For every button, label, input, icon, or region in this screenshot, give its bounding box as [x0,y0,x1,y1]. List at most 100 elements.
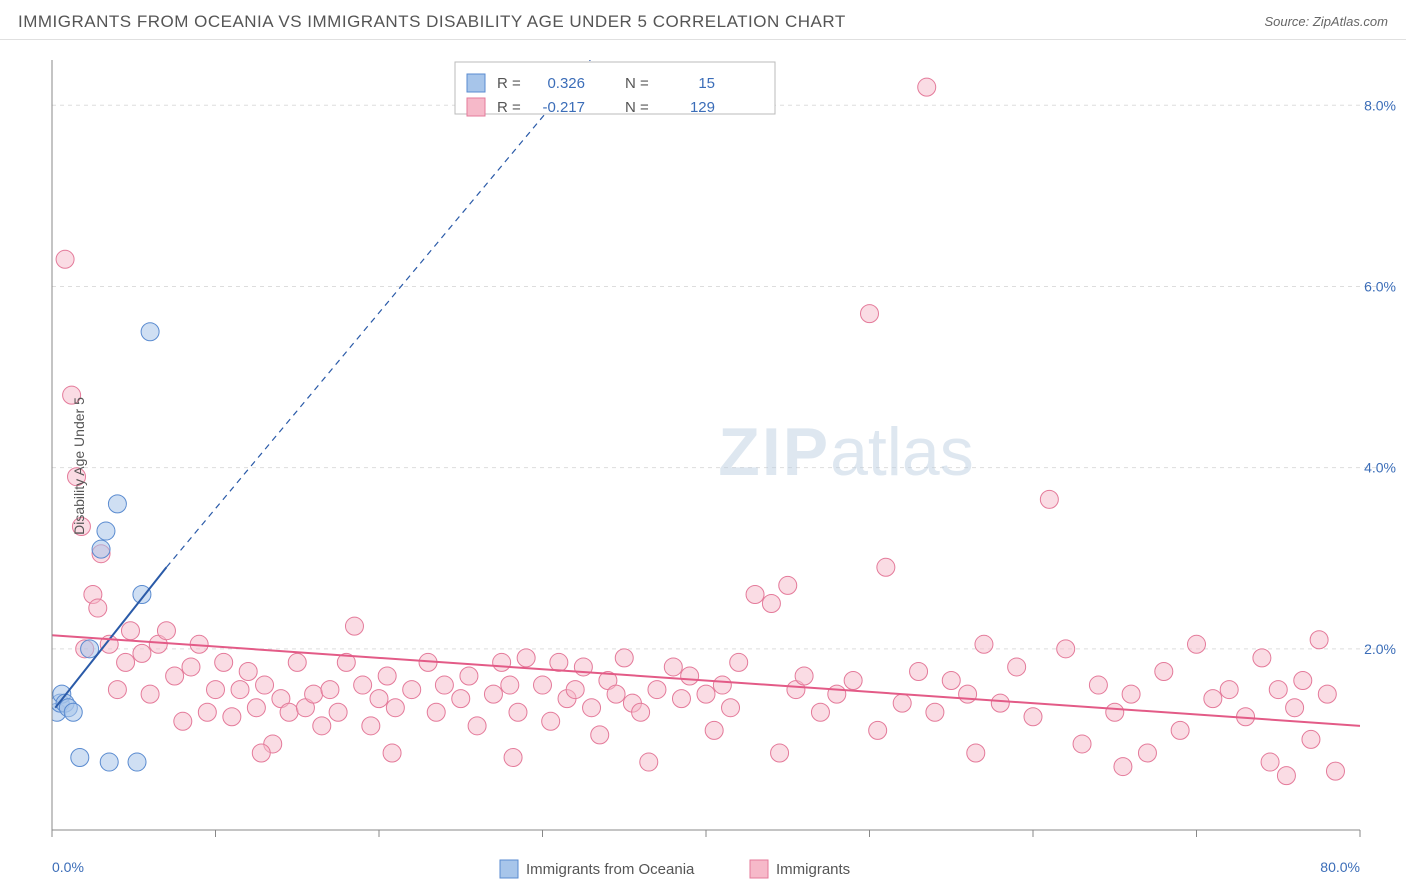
legend-label: Immigrants [776,861,850,878]
chart-header: IMMIGRANTS FROM OCEANIA VS IMMIGRANTS DI… [0,0,1406,40]
stats-n-label: N = [625,99,649,116]
source-prefix: Source: [1264,14,1312,29]
data-point [730,653,748,671]
data-point [128,753,146,771]
data-point [517,649,535,667]
data-point [256,676,274,694]
stats-r-value: -0.217 [542,99,585,116]
data-point [166,667,184,685]
data-point [198,703,216,721]
data-point [386,699,404,717]
data-point [1326,762,1344,780]
data-point [632,703,650,721]
y-tick-label: 8.0% [1364,97,1396,113]
data-point [648,681,666,699]
data-point [288,653,306,671]
data-point [1188,635,1206,653]
data-point [713,676,731,694]
data-point [1220,681,1238,699]
data-point [861,305,879,323]
data-point [501,676,519,694]
x-tick-label: 0.0% [52,859,84,875]
data-point [182,658,200,676]
data-point [1277,767,1295,785]
data-point [705,721,723,739]
data-point [354,676,372,694]
data-point [157,622,175,640]
y-tick-label: 6.0% [1364,278,1396,294]
data-point [313,717,331,735]
data-point [942,672,960,690]
data-point [672,690,690,708]
series-immigrants [56,78,1344,784]
data-point [247,699,265,717]
data-point [1261,753,1279,771]
stats-n-label: N = [625,75,649,92]
data-point [100,753,118,771]
data-point [722,699,740,717]
data-point [89,599,107,617]
data-point [1122,685,1140,703]
data-point [828,685,846,703]
data-point [223,708,241,726]
data-point [108,495,126,513]
data-point [121,622,139,640]
chart-source: Source: ZipAtlas.com [1264,14,1388,29]
data-point [566,681,584,699]
data-point [1073,735,1091,753]
data-point [305,685,323,703]
data-point [697,685,715,703]
legend-swatch [750,860,768,878]
data-point [215,653,233,671]
data-point [1318,685,1336,703]
data-point [427,703,445,721]
data-point [378,667,396,685]
data-point [141,685,159,703]
data-point [1310,631,1328,649]
data-point [329,703,347,721]
data-point [383,744,401,762]
data-point [1171,721,1189,739]
stats-r-label: R = [497,75,521,92]
data-point [1008,658,1026,676]
data-point [141,323,159,341]
stats-r-value: 0.326 [547,75,585,92]
data-point [452,690,470,708]
data-point [362,717,380,735]
stats-r-label: R = [497,99,521,116]
data-point [1040,490,1058,508]
y-tick-label: 4.0% [1364,460,1396,476]
data-point [1155,662,1173,680]
data-point [811,703,829,721]
data-point [252,744,270,762]
data-point [493,653,511,671]
data-point [1106,703,1124,721]
stats-n-value: 129 [690,99,715,116]
data-point [640,753,658,771]
y-axis-label: Disability Age Under 5 [71,397,87,535]
data-point [615,649,633,667]
data-point [779,576,797,594]
data-point [1138,744,1156,762]
data-point [1253,649,1271,667]
data-point [1089,676,1107,694]
data-point [542,712,560,730]
data-point [967,744,985,762]
watermark: ZIPatlas [718,414,973,490]
legend-swatch [500,860,518,878]
data-point [534,676,552,694]
data-point [64,703,82,721]
data-point [92,540,110,558]
source-name: ZipAtlas.com [1313,14,1388,29]
data-point [321,681,339,699]
data-point [231,681,249,699]
data-point [893,694,911,712]
stats-swatch [467,98,485,116]
data-point [1286,699,1304,717]
data-point [1302,730,1320,748]
data-point [991,694,1009,712]
data-point [664,658,682,676]
data-point [509,703,527,721]
data-point [1114,758,1132,776]
data-point [468,717,486,735]
